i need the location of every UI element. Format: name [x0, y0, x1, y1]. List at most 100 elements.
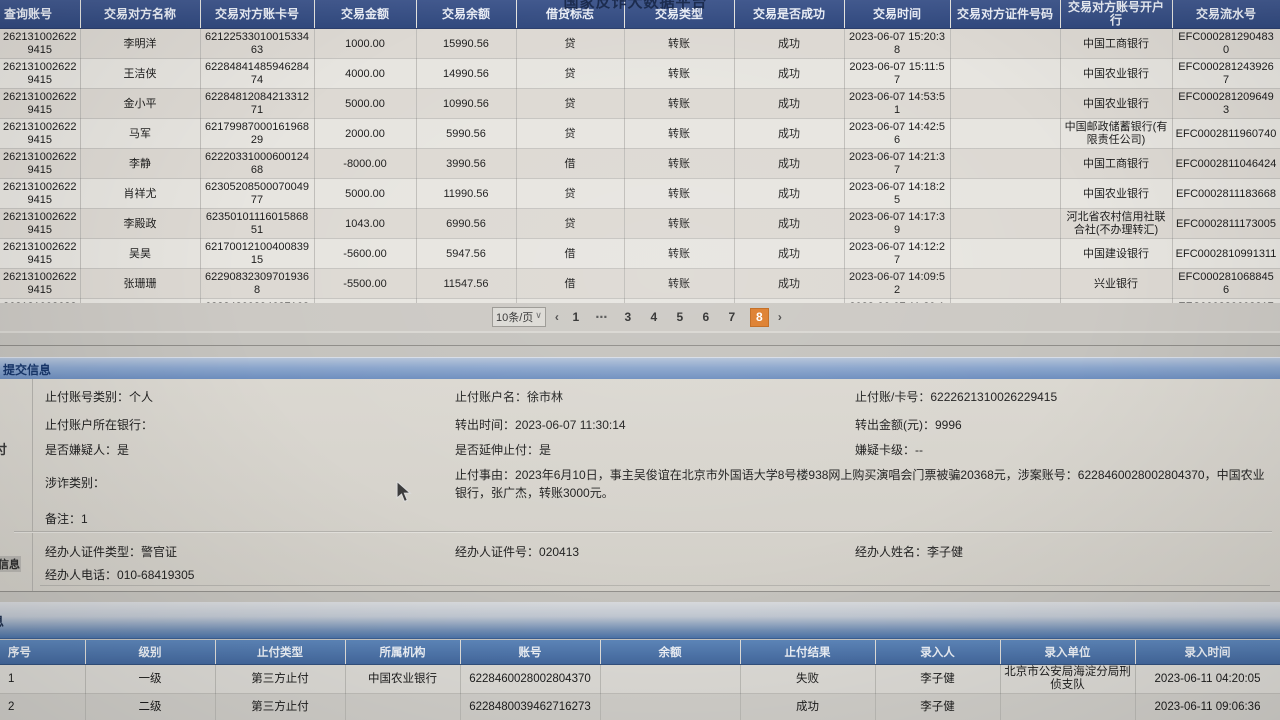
cell-amount: 1043.00	[314, 208, 417, 240]
cell-query-account: 2621310026229415	[0, 118, 81, 150]
cell-counterparty-name: 肖祥尤	[80, 178, 201, 210]
transaction-row: 2621310026229415 王洁侠 6228484148594628474…	[0, 58, 1280, 90]
cell-counterparty-name: 李殿政	[80, 208, 201, 240]
field-is-suspect: 是否嫌疑人：是	[45, 443, 130, 457]
cell-success-status: 成功	[734, 298, 845, 305]
cell-counterparty-card: 6217998700016196829	[200, 118, 315, 150]
cell-entry-unit: 北京市公安局海淀分局刑侦支队	[1000, 664, 1136, 695]
cell-query-account: 2621310026229415	[0, 268, 81, 300]
cell-org: 中国农业银行	[345, 664, 461, 695]
cell-transaction-type: 转账	[624, 28, 735, 60]
cell-query-account: 2621310026229415	[0, 238, 81, 270]
cell-seq: 2	[0, 693, 86, 720]
cell-transaction-type: 转账	[624, 88, 735, 120]
transactions-table: 查询账号 交易对方名称 交易对方账卡号 交易金额 交易余额 借贷标志 交易类型 交易是否成功交…	[0, 0, 1280, 305]
cell-counterparty-bank: 中国农业银行	[1060, 298, 1173, 305]
column-header: 交易类型	[624, 0, 735, 30]
cell-transaction-time: 2023-06-07 14:12:27	[844, 238, 951, 270]
transaction-row: 2621310026229415 吴昊 6217001210040083915 …	[0, 238, 1280, 270]
cell-amount: -5600.00	[314, 238, 417, 270]
cell-counterparty-card: 6222033100060012468	[200, 148, 315, 180]
cell-transaction-time: 2023-06-07 15:11:57	[844, 58, 951, 90]
stop-results-table: 序号 级别 止付类型 所属机构 账号 余额 止付结果 录入人 录入单位 录入时间 1 一级 第三方…	[0, 640, 1280, 720]
cell-transaction-time: 2023-06-07 14:21:37	[844, 148, 951, 180]
cell-transaction-type: 转账	[624, 118, 735, 150]
transaction-row: 2621310026229415 李静 6222033100060012468 …	[0, 148, 1280, 180]
cell-query-account: 2621310026229415	[0, 28, 81, 60]
cell-cert-number	[950, 178, 1061, 210]
edge-label-pay: 付	[0, 442, 8, 457]
cell-success-status: 成功	[734, 178, 845, 210]
column-header: 交易对方名称	[80, 0, 201, 30]
transaction-row: 2621310026229415 李明洋 6212253301001533463…	[0, 28, 1280, 60]
field-stop-reason: 止付事由：2023年6月10日，事主吴俊谊在北京市外国语大学8号楼938网上购买…	[455, 468, 1265, 500]
cell-debit-credit-flag: 借	[516, 148, 625, 180]
column-header: 交易是否成功	[734, 0, 845, 30]
page-button[interactable]: 1	[572, 310, 580, 324]
cell-counterparty-bank: 中国农业银行	[1060, 88, 1173, 120]
page-button[interactable]: 4	[650, 310, 658, 324]
field-operator-cert-type: 经办人证件类型：警官证	[45, 545, 178, 559]
divider-band	[0, 331, 1280, 359]
cell-cert-number	[950, 148, 1061, 180]
cell-cert-number	[950, 298, 1061, 305]
cell-query-account: 2621310026229415	[0, 208, 81, 240]
cell-entry-unit	[1000, 693, 1136, 720]
page-button[interactable]: 5	[676, 310, 684, 324]
cell-transaction-type: 转账	[624, 178, 735, 210]
cell-counterparty-name: 张珊珊	[80, 268, 201, 300]
cell-transaction-time: 2023-06-07 14:18:25	[844, 178, 951, 210]
cell-counterparty-name: 王洁侠	[80, 58, 201, 90]
column-header: 交易对方账号开户行	[1060, 0, 1173, 30]
column-header: 所属机构	[345, 640, 461, 665]
cell-cert-number	[950, 28, 1061, 60]
cell-cert-number	[950, 58, 1061, 90]
cell-counterparty-bank: 河北省农村信用社联合社(不办理转汇)	[1060, 208, 1173, 240]
cell-balance: 11547.56	[416, 268, 517, 300]
stop-results-header-row: 序号 级别 止付类型 所属机构 账号 余额 止付结果 录入人 录入单位 录入时间	[0, 640, 1280, 665]
cell-success-status: 成功	[734, 88, 845, 120]
transactions-table-section: 国家反诈大数据平台 查询账号 交易对方名称 交易对方账卡号 交易金额 交易余额 借贷标志交…	[0, 0, 1280, 305]
column-header: 录入单位	[1000, 640, 1136, 665]
cell-debit-credit-flag: 借	[516, 238, 625, 270]
column-header: 余额	[600, 640, 741, 665]
cell-counterparty-name: 李静	[80, 148, 201, 180]
page-size-select[interactable]: 10条/页 ∨	[492, 307, 546, 327]
cell-success-status: 成功	[734, 28, 845, 60]
cell-entry-time: 2023-06-11 04:20:05	[1135, 664, 1280, 695]
page-button-active[interactable]: 8	[749, 307, 769, 327]
cell-transaction-type: 转账	[624, 268, 735, 300]
panel-left-border	[32, 379, 33, 591]
cell-debit-credit-flag: 贷	[516, 28, 625, 60]
next-page-button[interactable]: ›	[777, 310, 782, 324]
cell-balance	[600, 664, 741, 695]
cell-transaction-type: 转账	[624, 148, 735, 180]
transactions-header-row: 查询账号 交易对方名称 交易对方账卡号 交易金额 交易余额 借贷标志 交易类型 交易是否成功交…	[0, 0, 1280, 30]
column-header: 交易对方证件号码	[950, 0, 1061, 30]
prev-page-button[interactable]: ‹	[554, 310, 559, 324]
cell-balance	[600, 693, 741, 720]
edge-label-bottom-clip: 息	[0, 611, 4, 630]
cell-counterparty-card: 6235010111601586851	[200, 208, 315, 240]
cell-success-status: 成功	[734, 268, 845, 300]
cell-transaction-type: 转账	[624, 238, 735, 270]
cell-cert-number	[950, 238, 1061, 270]
cell-stop-type: 第三方止付	[215, 664, 346, 695]
page-button[interactable]: 6	[702, 310, 710, 324]
cell-counterparty-name: 吴昊	[80, 238, 201, 270]
column-header: 交易对方账卡号	[200, 0, 315, 30]
stop-result-row: 2 二级 第三方止付 6228480039462716273 成功 李子健 20…	[0, 693, 1280, 720]
stop-results-header-bar	[0, 602, 1280, 639]
cell-counterparty-card: 6228481208421331271	[200, 88, 315, 120]
page-button[interactable]: 3	[624, 310, 632, 324]
cell-serial-number: EFC0002812096493	[1172, 88, 1280, 120]
field-suspect-card-level: 嫌疑卡级：--	[855, 443, 924, 457]
cell-amount: -8000.00	[314, 148, 417, 180]
cell-cert-number	[950, 268, 1061, 300]
cell-debit-credit-flag: 贷	[516, 118, 625, 150]
column-header: 交易时间	[844, 0, 951, 30]
page-button[interactable]: 7	[728, 310, 736, 324]
cell-debit-credit-flag: 借	[516, 268, 625, 300]
cell-entry-time: 2023-06-11 09:06:36	[1135, 693, 1280, 720]
